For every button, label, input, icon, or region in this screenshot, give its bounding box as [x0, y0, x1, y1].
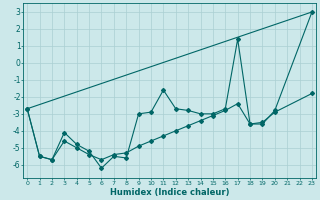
- X-axis label: Humidex (Indice chaleur): Humidex (Indice chaleur): [110, 188, 229, 197]
